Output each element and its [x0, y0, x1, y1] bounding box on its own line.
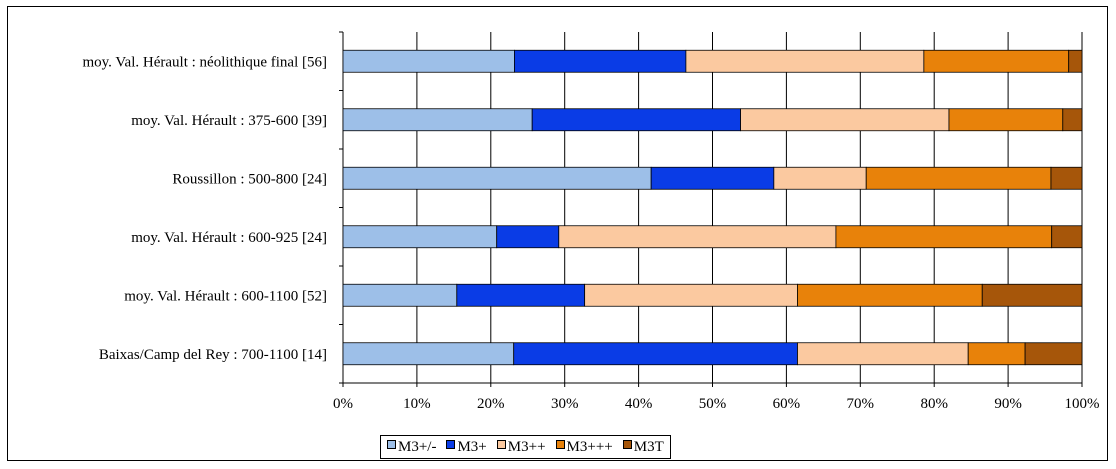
bar-segment — [342, 166, 652, 190]
x-tick-label: 60% — [773, 396, 801, 412]
bar-segment — [1062, 108, 1083, 132]
legend: M3+/- M3+ M3++ M3+++ M3T — [380, 435, 671, 459]
x-tick-label: 20% — [477, 396, 505, 412]
bar-segment — [584, 283, 798, 307]
bar-segment — [1051, 225, 1083, 249]
legend-swatch — [555, 439, 565, 449]
bar-segment — [531, 108, 741, 132]
bar-segment — [342, 283, 458, 307]
bar-segment — [496, 225, 560, 249]
bar-segment — [342, 342, 515, 366]
category-label: moy. Val. Hérault : 375-600 [39] — [131, 113, 327, 129]
bar-segment — [1050, 166, 1083, 190]
category-label: moy. Val. Hérault : 600-1100 [52] — [124, 288, 327, 304]
legend-item: M3++ — [496, 438, 546, 456]
category-label: moy. Val. Hérault : 600-925 [24] — [131, 230, 327, 246]
x-tick-label: 10% — [403, 396, 431, 412]
bar-segment — [1068, 49, 1083, 73]
bar-segment — [948, 108, 1064, 132]
legend-label: M3++ — [507, 438, 546, 455]
category-label: Baixas/Camp del Rey : 700-1100 [14] — [99, 347, 327, 363]
bar-segment — [342, 49, 515, 73]
bar-segment — [342, 108, 533, 132]
legend-label: M3+/- — [398, 438, 437, 455]
stacked-bar-chart: 0% 10% 20% 30% 40% 50% 60% 70% 80% 90% 100% moy. Va… — [82, 31, 1100, 412]
legend-item: M3+ — [446, 438, 487, 456]
bar-segment — [865, 166, 1052, 190]
x-tick-label: 80% — [920, 396, 948, 412]
legend-label: M3+++ — [566, 438, 613, 455]
bar-segment — [558, 225, 837, 249]
x-tick-label: 70% — [847, 396, 875, 412]
bar-segment — [797, 283, 983, 307]
x-tick-label: 90% — [994, 396, 1022, 412]
x-tick-label: 100% — [1065, 396, 1100, 412]
bar-segment — [923, 49, 1070, 73]
legend-swatch — [622, 439, 632, 449]
legend-item: M3+++ — [555, 438, 613, 456]
bar-segment — [740, 108, 950, 132]
bar-segment — [650, 166, 775, 190]
bar-segment — [981, 283, 1083, 307]
chart-frame: 0% 10% 20% 30% 40% 50% 60% 70% 80% 90% 100% moy. Va… — [7, 6, 1108, 461]
bar-segment — [835, 225, 1053, 249]
x-tick-label: 40% — [625, 396, 653, 412]
legend-item: M3T — [622, 438, 664, 456]
legend-swatch — [496, 439, 506, 449]
category-label: Roussillon : 500-800 [24] — [172, 171, 327, 187]
bar-segment — [797, 342, 969, 366]
bar-segment — [1024, 342, 1083, 366]
legend-item: M3+/- — [387, 439, 436, 456]
bar-segment — [513, 342, 798, 366]
bar-segment — [456, 283, 586, 307]
bar-segment — [773, 166, 867, 190]
bar-segment — [967, 342, 1026, 366]
x-tick-label: 30% — [551, 396, 579, 412]
bar-segment — [514, 49, 687, 73]
bar-segment — [685, 49, 925, 73]
x-tick-label: 0% — [333, 396, 353, 412]
x-tick-label: 50% — [699, 396, 727, 412]
category-label: moy. Val. Hérault : néolithique final [5… — [82, 54, 327, 70]
legend-swatch — [446, 439, 456, 449]
legend-label: M3+ — [457, 438, 487, 455]
legend-swatch — [387, 439, 396, 449]
legend-label: M3T — [633, 438, 664, 455]
bar-segment — [342, 225, 498, 249]
